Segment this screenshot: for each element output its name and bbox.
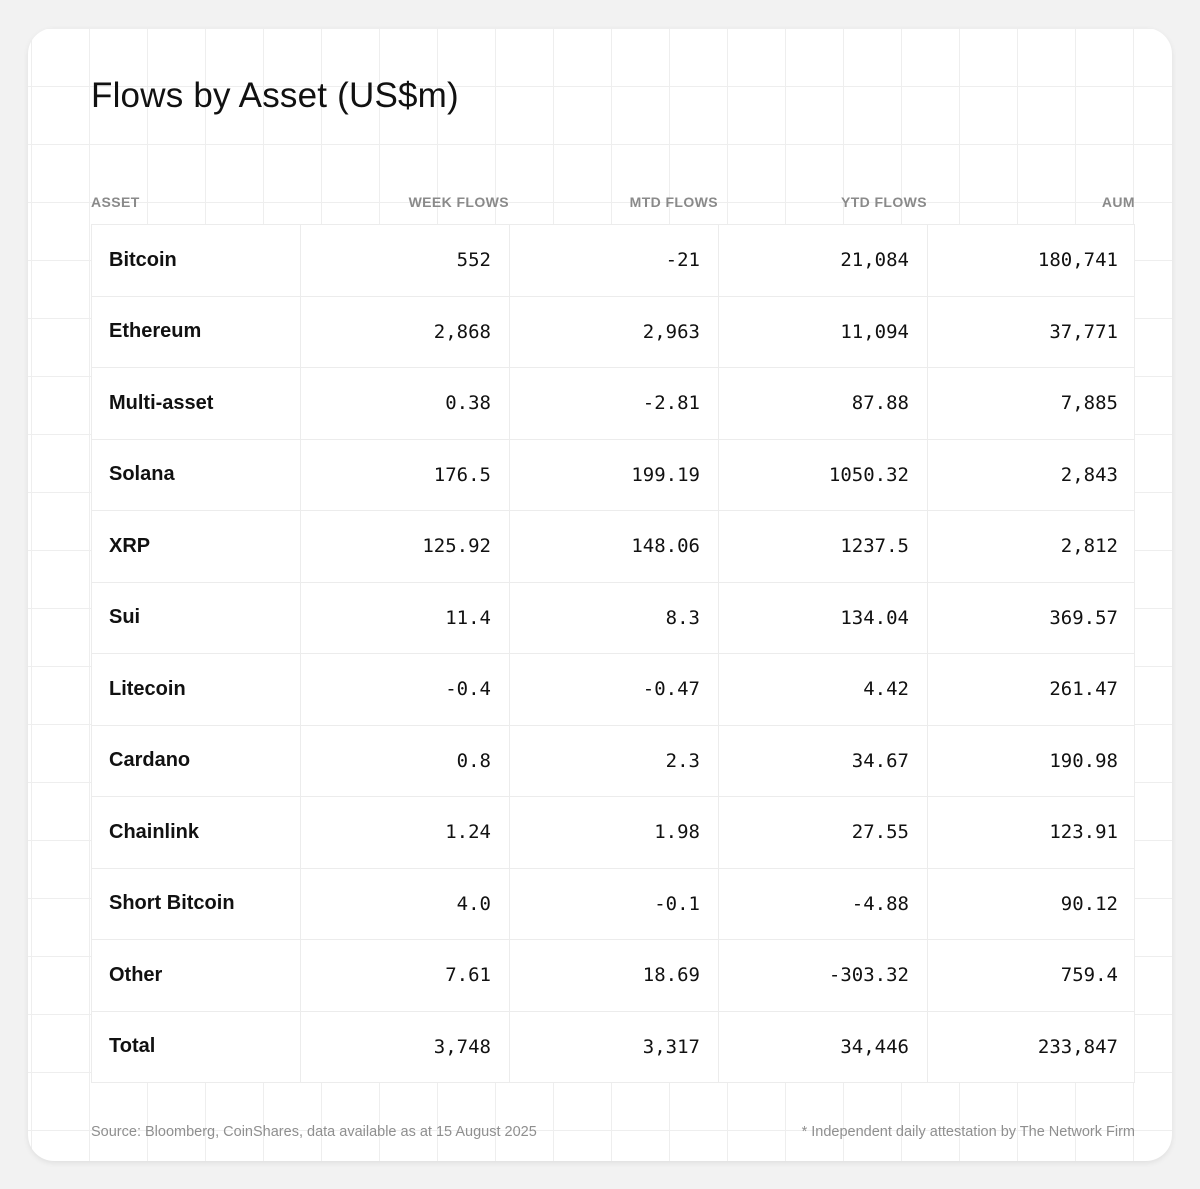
mtd-flows-cell: 3,317 (510, 1011, 719, 1082)
aum-cell: 261.47 (1049, 678, 1118, 701)
ytd-flows-cell: -4.88 (719, 868, 928, 939)
table-header: ASSET WEEK FLOWS MTD FLOWS YTD FLOWS AUM (91, 180, 1135, 224)
asset-cell: Bitcoin (92, 225, 301, 296)
ytd-flows-cell: 1050.32 (719, 439, 928, 510)
page-title: Flows by Asset (US$m) (91, 76, 459, 115)
table-row: Short Bitcoin 4.0 -0.1 -4.88 90.12 (92, 868, 1134, 940)
ytd-flows-cell: 27.55 (719, 797, 928, 868)
table-row: XRP 125.92 148.06 1237.5 2,812 (92, 511, 1134, 583)
column-header-mtd-flows: MTD FLOWS (629, 194, 718, 210)
column-header-week-flows: WEEK FLOWS (408, 194, 509, 210)
asset-cell: Ethereum (92, 296, 301, 367)
mtd-flows-cell: 18.69 (510, 940, 719, 1011)
table-row: Cardano 0.8 2.3 34.67 190.98 (92, 725, 1134, 797)
asset-cell: Litecoin (92, 654, 301, 725)
ytd-flows-cell: 87.88 (719, 368, 928, 439)
column-header-ytd-flows: YTD FLOWS (840, 194, 927, 210)
ytd-flows-cell: 34.67 (719, 725, 928, 796)
ytd-flows-cell: 4.42 (719, 654, 928, 725)
week-flows-cell: 3,748 (301, 1011, 510, 1082)
aum-cell: 190.98 (1049, 749, 1118, 772)
week-flows-cell: 0.8 (301, 725, 510, 796)
ytd-flows-cell: 21,084 (719, 225, 928, 296)
week-flows-cell: 7.61 (301, 940, 510, 1011)
mtd-flows-cell: 1.98 (510, 797, 719, 868)
mtd-flows-cell: -0.47 (510, 654, 719, 725)
aum-cell: 759.4 (1060, 964, 1118, 987)
table-row: Total 3,748 3,317 34,446 233,847 (92, 1011, 1134, 1082)
mtd-flows-cell: 2,963 (510, 296, 719, 367)
asset-cell: Multi-asset (92, 368, 301, 439)
flows-table: ASSET WEEK FLOWS MTD FLOWS YTD FLOWS AUM… (91, 180, 1135, 1083)
table-row: Solana 176.5 199.19 1050.32 2,843 (92, 439, 1134, 511)
mtd-flows-cell: -21 (510, 225, 719, 296)
aum-cell: 90.12 (1060, 892, 1118, 915)
week-flows-cell: 4.0 (301, 868, 510, 939)
asset-cell: Total (92, 1011, 301, 1082)
aum-cell: 123.91 (1049, 821, 1118, 844)
table-row: Ethereum 2,868 2,963 11,094 37,771 (92, 296, 1134, 368)
week-flows-cell: 176.5 (301, 439, 510, 510)
aum-cell: 2,843 (1060, 463, 1118, 486)
table-row: Multi-asset 0.38 -2.81 87.88 7,885 (92, 368, 1134, 440)
mtd-flows-cell: -0.1 (510, 868, 719, 939)
table-row: Bitcoin 552 -21 21,084 180,741 (92, 225, 1134, 297)
table-row: Litecoin -0.4 -0.47 4.42 261.47 (92, 654, 1134, 726)
asset-cell: Chainlink (92, 797, 301, 868)
ytd-flows-cell: 34,446 (719, 1011, 928, 1082)
mtd-flows-cell: -2.81 (510, 368, 719, 439)
mtd-flows-cell: 8.3 (510, 582, 719, 653)
ytd-flows-cell: 11,094 (719, 296, 928, 367)
table-body: Bitcoin 552 -21 21,084 180,741 Ethereum 2,868 2… (91, 224, 1135, 1083)
ytd-flows-cell: 134.04 (719, 582, 928, 653)
flows-card: Flows by Asset (US$m) ASSET WEEK FLOWS M… (28, 28, 1172, 1161)
mtd-flows-cell: 2.3 (510, 725, 719, 796)
asset-cell: XRP (92, 511, 301, 582)
mtd-flows-cell: 199.19 (510, 439, 719, 510)
week-flows-cell: 2,868 (301, 296, 510, 367)
asset-cell: Sui (92, 582, 301, 653)
week-flows-cell: 125.92 (301, 511, 510, 582)
asset-cell: Cardano (92, 725, 301, 796)
aum-cell: 369.57 (1049, 606, 1118, 629)
week-flows-cell: 1.24 (301, 797, 510, 868)
asset-cell: Short Bitcoin (92, 868, 301, 939)
aum-cell: 37,771 (1049, 320, 1118, 343)
asset-cell: Solana (92, 439, 301, 510)
table-row: Sui 11.4 8.3 134.04 369.57 (92, 582, 1134, 654)
ytd-flows-cell: -303.32 (719, 940, 928, 1011)
column-header-aum: AUM (1101, 194, 1135, 210)
table-row: Other 7.61 18.69 -303.32 759.4 (92, 940, 1134, 1012)
attestation-note: * Independent daily attestation by The N… (801, 1124, 1135, 1140)
aum-cell: 2,812 (1060, 535, 1118, 558)
mtd-flows-cell: 148.06 (510, 511, 719, 582)
column-header-asset: ASSET (91, 194, 140, 210)
asset-cell: Other (92, 940, 301, 1011)
source-note: Source: Bloomberg, CoinShares, data avai… (91, 1124, 537, 1140)
week-flows-cell: 0.38 (301, 368, 510, 439)
week-flows-cell: 552 (301, 225, 510, 296)
table-row: Chainlink 1.24 1.98 27.55 123.91 (92, 797, 1134, 869)
aum-cell: 180,741 (1037, 249, 1118, 272)
aum-cell: 233,847 (1037, 1035, 1118, 1058)
week-flows-cell: 11.4 (301, 582, 510, 653)
aum-cell: 7,885 (1060, 392, 1118, 415)
week-flows-cell: -0.4 (301, 654, 510, 725)
footer: Source: Bloomberg, CoinShares, data avai… (91, 1124, 1135, 1140)
ytd-flows-cell: 1237.5 (719, 511, 928, 582)
